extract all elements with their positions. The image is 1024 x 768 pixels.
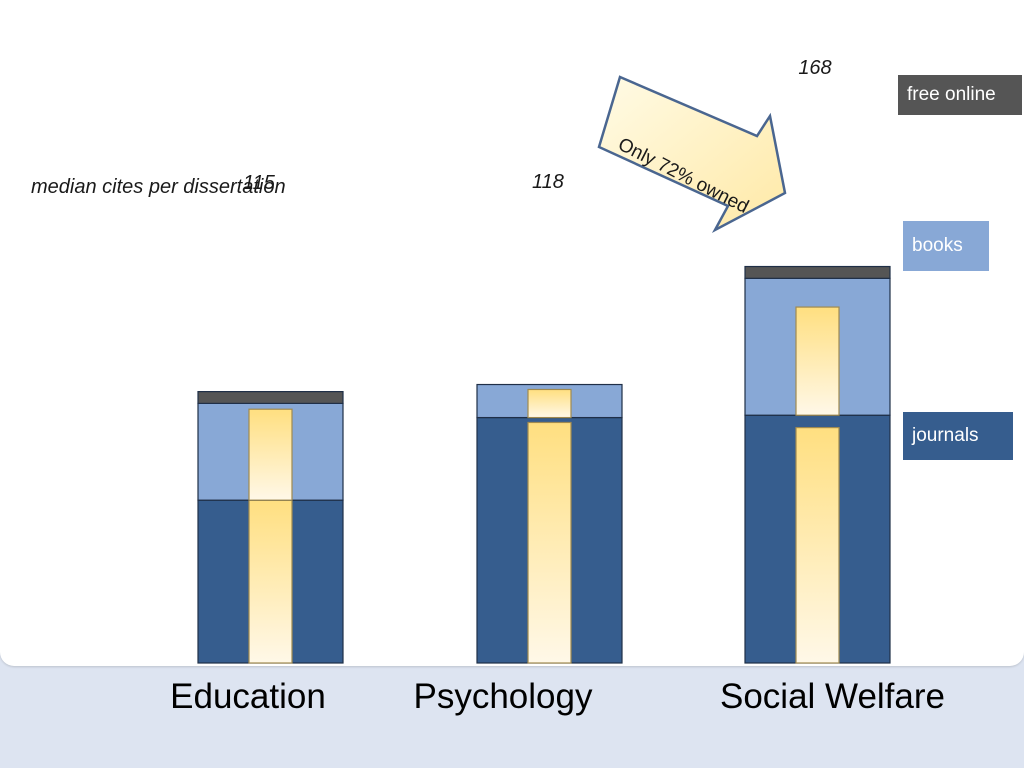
bar-free-online-education [197, 391, 344, 405]
owned-journals-social-welfare [795, 426, 840, 664]
total-label-psychology: 118 [532, 171, 564, 193]
owned-journals-education [248, 499, 293, 664]
bars-layer [197, 265, 891, 664]
owned-books-education [248, 408, 293, 501]
callout-arrow [597, 75, 787, 234]
category-label-psychology: Psychology [413, 677, 593, 716]
category-label-social-welfare: Social Welfare [719, 677, 945, 716]
legend-free-online: free online [898, 75, 1022, 115]
owned-books-social-welfare [795, 306, 840, 416]
y-axis-label: median cites per dissertation [31, 176, 286, 198]
legend-books: books [903, 221, 989, 271]
category-label-education: Education [170, 677, 326, 716]
bar-free-online-social-welfare [744, 265, 891, 279]
owned-books-psychology [527, 388, 572, 419]
total-label-education: 115 [243, 172, 275, 194]
owned-journals-psychology [527, 421, 572, 664]
legend-journals: journals [903, 412, 1013, 460]
total-label-social-welfare: 168 [798, 57, 832, 79]
